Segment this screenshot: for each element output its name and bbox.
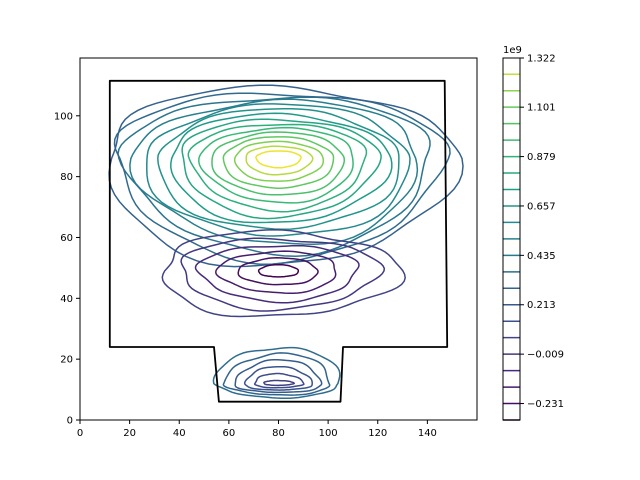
y-tick-label: 80 bbox=[60, 172, 73, 183]
x-tick-label: 0 bbox=[77, 428, 83, 439]
x-tick-label: 40 bbox=[173, 428, 186, 439]
colorbar-tick-label: 0.879 bbox=[527, 152, 556, 163]
x-tick-label: 100 bbox=[319, 428, 338, 439]
contour-line bbox=[222, 136, 335, 189]
x-tick-label: 80 bbox=[272, 428, 285, 439]
colorbar-tick-label: 0.213 bbox=[527, 300, 556, 311]
contour-line bbox=[253, 372, 305, 389]
contour-line bbox=[245, 145, 314, 176]
contour-line bbox=[257, 264, 300, 278]
contour-line bbox=[237, 257, 319, 286]
y-tick-label: 40 bbox=[60, 294, 73, 305]
contour-line bbox=[157, 108, 400, 231]
colorbar-tick-label: −0.009 bbox=[527, 350, 564, 361]
contour-line bbox=[212, 346, 341, 400]
contour-line bbox=[129, 98, 419, 245]
contour-line bbox=[215, 250, 337, 295]
contour-line bbox=[234, 359, 323, 394]
contour-line bbox=[198, 126, 354, 204]
contour-line bbox=[222, 352, 331, 396]
y-tick-label: 60 bbox=[60, 233, 73, 244]
domain-boundary bbox=[108, 79, 449, 403]
contour-line bbox=[180, 237, 386, 312]
axes: 0 20 40 60 80 100 120 140 0 20 40 60 80 100 bbox=[54, 57, 478, 439]
y-tick-label: 0 bbox=[67, 416, 73, 427]
colorbar-offset-label: 1e9 bbox=[503, 45, 522, 56]
y-tick-label: 20 bbox=[60, 355, 73, 366]
x-tick-label: 20 bbox=[123, 428, 136, 439]
contour-line bbox=[194, 244, 360, 304]
contour-line bbox=[181, 118, 382, 220]
contour-line bbox=[243, 365, 313, 391]
colorbar-tick-label: −0.231 bbox=[527, 399, 564, 410]
x-tick-label: 60 bbox=[223, 428, 236, 439]
contour-line bbox=[263, 379, 296, 387]
contour-line bbox=[161, 229, 406, 318]
x-tick-label: 140 bbox=[418, 428, 437, 439]
contour-line bbox=[117, 96, 431, 258]
contour-line bbox=[170, 112, 393, 224]
colorbar-tick-label: 1.322 bbox=[527, 54, 556, 65]
colorbar-tick-label: 0.657 bbox=[527, 201, 556, 212]
contour-line bbox=[211, 131, 346, 196]
colorbar: 1.322 1.101 0.879 0.657 0.435 0.213 −0.009 −0.2… bbox=[502, 45, 564, 421]
colorbar-tick-label: 1.101 bbox=[527, 103, 556, 114]
x-tick-label: 120 bbox=[368, 428, 387, 439]
plot-area bbox=[108, 79, 464, 403]
contour-line bbox=[187, 123, 368, 213]
contour-line bbox=[233, 140, 325, 182]
y-tick-label: 100 bbox=[54, 111, 73, 122]
colorbar-frame bbox=[502, 57, 521, 421]
colorbar-tick-label: 0.435 bbox=[527, 251, 556, 262]
contour-line bbox=[146, 103, 411, 237]
contour-line bbox=[108, 84, 464, 268]
contour-line bbox=[113, 92, 451, 265]
contour-line bbox=[255, 150, 302, 169]
